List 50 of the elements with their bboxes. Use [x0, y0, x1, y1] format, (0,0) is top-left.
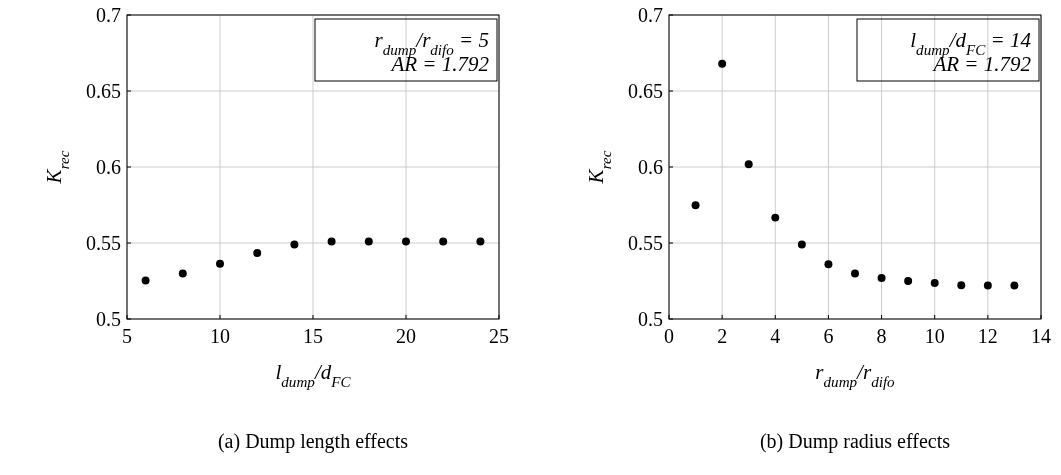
x-tick-label: 5: [122, 325, 132, 347]
x-tick-label: 20: [396, 325, 416, 347]
y-tick-label: 0.65: [628, 80, 663, 102]
x-tick-label: 12: [977, 325, 998, 347]
x-tick-label: 2: [717, 325, 728, 347]
y-tick-label: 0.55: [86, 232, 121, 254]
point: [290, 240, 299, 249]
x-tick-label: 10: [210, 325, 230, 347]
point: [364, 237, 373, 246]
point: [744, 160, 753, 169]
point: [904, 277, 913, 285]
point: [141, 276, 150, 285]
x-tick-label: 8: [876, 325, 887, 347]
x-tick-label: 4: [770, 325, 781, 347]
text: (a) Dump length effects: [217, 430, 409, 453]
point: [797, 240, 806, 249]
y-tick-label: 0.65: [86, 80, 121, 102]
point: [439, 237, 448, 246]
x-tick-label: 15: [303, 325, 323, 347]
x-axis-title: r$_{dump}$/r$_{difo}$: [815, 360, 896, 390]
y-tick-label: 0.5: [96, 308, 121, 330]
point: [1010, 281, 1019, 290]
point: [476, 237, 485, 246]
point: [216, 259, 224, 268]
x-tick-label: 14: [1031, 325, 1051, 347]
x-tick-label: 6: [823, 325, 834, 347]
point: [402, 237, 410, 246]
x-axis-title: l$_{dump}$/d$_{FC}$: [275, 360, 352, 390]
y-tick-label: 0.7: [638, 4, 663, 26]
point: [178, 269, 187, 278]
point: [957, 281, 966, 290]
y-tick-label: 0.7: [96, 4, 121, 26]
point: [851, 269, 859, 278]
y-tick-label: 0.5: [638, 308, 663, 330]
point: [691, 201, 700, 210]
x-tick-label: 0: [664, 325, 674, 347]
point: [327, 237, 336, 246]
point: [824, 260, 833, 269]
x-tick-label: 10: [924, 325, 945, 347]
text: (b) Dump radius effects: [759, 430, 951, 453]
y-tick-label: 0.55: [628, 232, 663, 254]
y-tick-label: 0.6: [96, 156, 121, 178]
point: [983, 281, 992, 290]
x-tick-label: 25: [489, 325, 509, 347]
point: [771, 213, 780, 222]
point: [877, 273, 886, 282]
point: [718, 59, 727, 68]
point: [253, 249, 262, 258]
y-tick-label: 0.6: [638, 156, 663, 178]
point: [930, 278, 939, 287]
